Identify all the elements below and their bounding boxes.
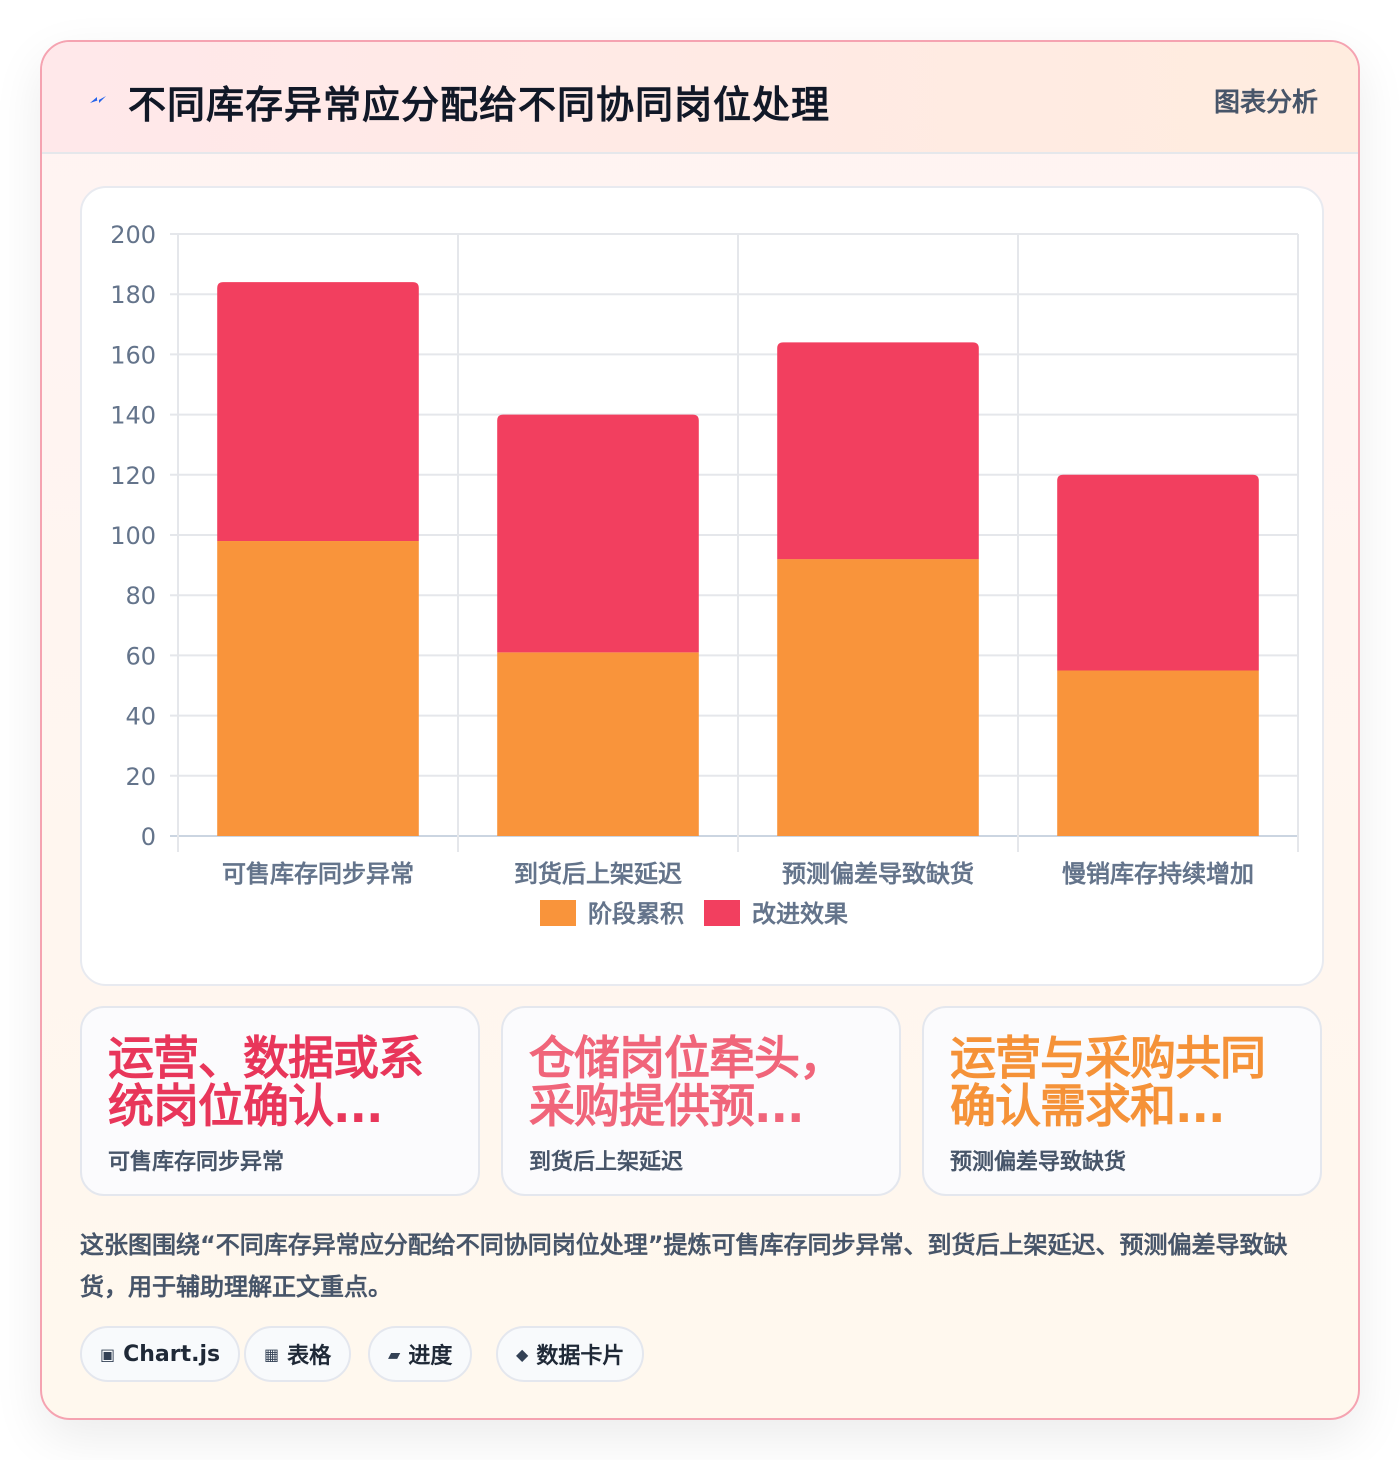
y-tick-label: 200 (110, 221, 156, 249)
stat-card-3: 运营与采购共同确认需求和... 预测偏差导致缺货 (922, 1006, 1322, 1196)
chip-label: 表格 (287, 1344, 332, 1369)
y-tick-label: 160 (110, 341, 156, 369)
bar-1-1 (217, 541, 419, 836)
x-tick-label: 到货后上架延迟 (514, 860, 682, 888)
y-tick-label: 140 (110, 402, 156, 430)
y-tick-label: 80 (125, 582, 156, 610)
legend-swatch (704, 900, 740, 926)
stat-card-value: 运营与采购共同确认需求和... (950, 1031, 1266, 1133)
bar-1-4 (1057, 670, 1259, 836)
chart-card: 不同库存异常应分配给不同协同岗位处理 图表分析 0 20 40 60 80 100 120 1… (40, 40, 1360, 1420)
stat-card-value: 仓储岗位牵头，采购提供预... (529, 1031, 845, 1133)
card-header: 不同库存异常应分配给不同协同岗位处理 图表分析 (42, 42, 1358, 154)
x-tick-label: 慢销库存持续增加 (1062, 860, 1254, 888)
bar-2-3 (777, 342, 979, 560)
bar-2-4 (1057, 474, 1259, 671)
x-tick-label: 可售库存同步异常 (222, 860, 414, 888)
x-tick-label: 预测偏差导致缺货 (782, 860, 974, 888)
chart-icon: ▣ (100, 1344, 116, 1364)
legend-label: 改进效果 (752, 900, 848, 928)
y-tick-label: 20 (125, 763, 156, 791)
lightning-icon (90, 96, 106, 103)
y-tick-label: 100 (110, 522, 156, 550)
bar-1-3 (777, 559, 979, 836)
y-tick-label: 120 (110, 462, 156, 490)
chip-progress[interactable]: ▰ 进度 (368, 1326, 473, 1382)
stat-card-label: 到货后上架延迟 (529, 1150, 684, 1175)
header-tag: 图表分析 (1213, 88, 1318, 118)
stat-card-value: 运营、数据或系统岗位确认... (108, 1031, 424, 1133)
bar-2-2 (497, 414, 699, 653)
chip-label: 数据卡片 (536, 1344, 625, 1369)
y-tick-label: 180 (110, 281, 156, 309)
chip-label: 进度 (408, 1344, 453, 1369)
progress-icon: ▰ (388, 1344, 401, 1364)
stat-card-label: 可售库存同步异常 (108, 1150, 285, 1175)
chip-table[interactable]: ▦ 表格 (244, 1326, 352, 1382)
legend-label: 阶段累积 (588, 900, 684, 928)
chip-label: Chart.js (123, 1341, 221, 1367)
stat-card-2: 仓储岗位牵头，采购提供预... 到货后上架延迟 (501, 1006, 901, 1196)
chart-summary: 这张图围绕“不同库存异常应分配给不同协同岗位处理”提炼可售库存同步异常、到货后上… (80, 1231, 1288, 1301)
diamond-icon: ◆ (516, 1344, 529, 1364)
chip-data-card[interactable]: ◆ 数据卡片 (496, 1326, 645, 1382)
stat-card-label: 预测偏差导致缺货 (950, 1150, 1127, 1175)
stacked-bar-chart: 0 20 40 60 80 100 120 140 160 180 200 可售库存同步异常 到货后上架… (110, 221, 1299, 928)
table-icon: ▦ (264, 1344, 280, 1364)
legend-swatch (540, 900, 576, 926)
y-tick-label: 0 (141, 823, 156, 851)
y-tick-label: 40 (125, 703, 156, 731)
chip-chartjs[interactable]: ▣ Chart.js (80, 1326, 241, 1382)
bar-2-1 (217, 282, 419, 542)
bar-1-2 (497, 652, 699, 836)
y-tick-label: 60 (125, 642, 156, 670)
stat-card-1: 运营、数据或系统岗位确认... 可售库存同步异常 (80, 1006, 480, 1196)
chart-panel: 0 20 40 60 80 100 120 140 160 180 200 可售库存同步异常 到货后上架… (80, 186, 1324, 986)
page-title: 不同库存异常应分配给不同协同岗位处理 (128, 83, 831, 127)
